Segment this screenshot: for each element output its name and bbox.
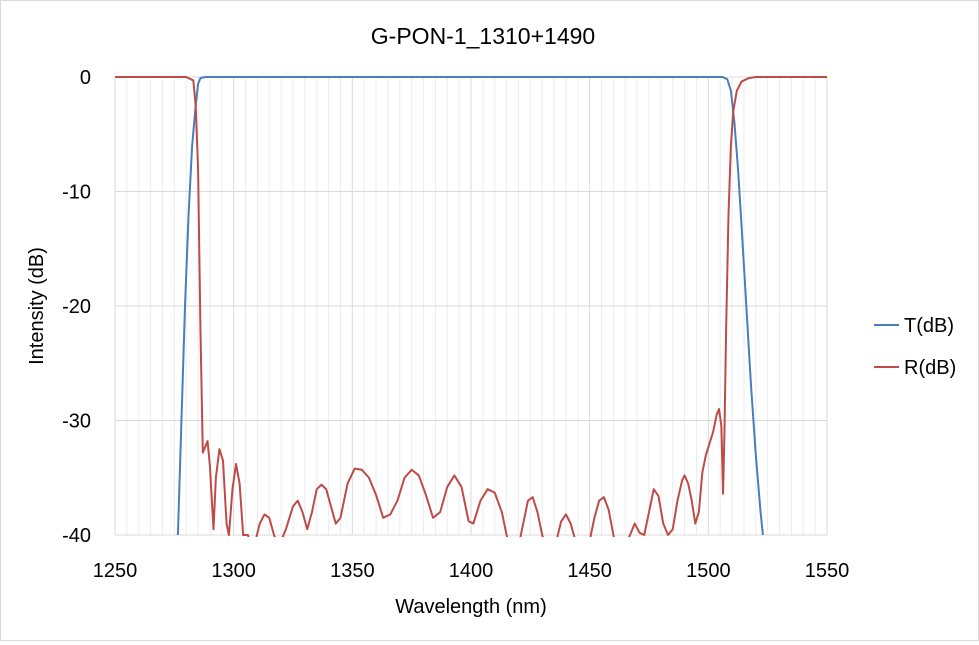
chart-title: G-PON-1_1310+1490: [371, 23, 595, 49]
x-tick-label: 1550: [805, 560, 850, 582]
y-axis-label: Intensity (dB): [26, 247, 48, 365]
legend: T(dB) R(dB): [874, 315, 956, 379]
x-tick-labels: 1250 1300 1350 1400 1450 1500 1550: [93, 560, 850, 582]
y-tick-labels: 0 -10 -20 -30 -40: [62, 67, 91, 547]
x-tick-label: 1350: [330, 560, 375, 582]
x-axis-label: Wavelength (nm): [395, 596, 547, 618]
series-line-t: [176, 76, 764, 536]
y-tick-label: -30: [62, 411, 91, 433]
series-line-r: [115, 76, 827, 537]
x-tick-label: 1250: [93, 560, 138, 582]
y-tick-label: -10: [62, 182, 91, 204]
y-tick-label: -20: [62, 296, 91, 318]
y-tick-label: -40: [62, 525, 91, 547]
x-tick-label: 1400: [449, 560, 494, 582]
x-tick-label: 1450: [567, 560, 612, 582]
series-layer: [115, 76, 827, 537]
legend-label: R(dB): [904, 357, 956, 379]
y-tick-label: 0: [80, 67, 91, 89]
legend-label: T(dB): [904, 315, 954, 337]
x-tick-label: 1300: [211, 560, 256, 582]
x-tick-label: 1500: [686, 560, 731, 582]
